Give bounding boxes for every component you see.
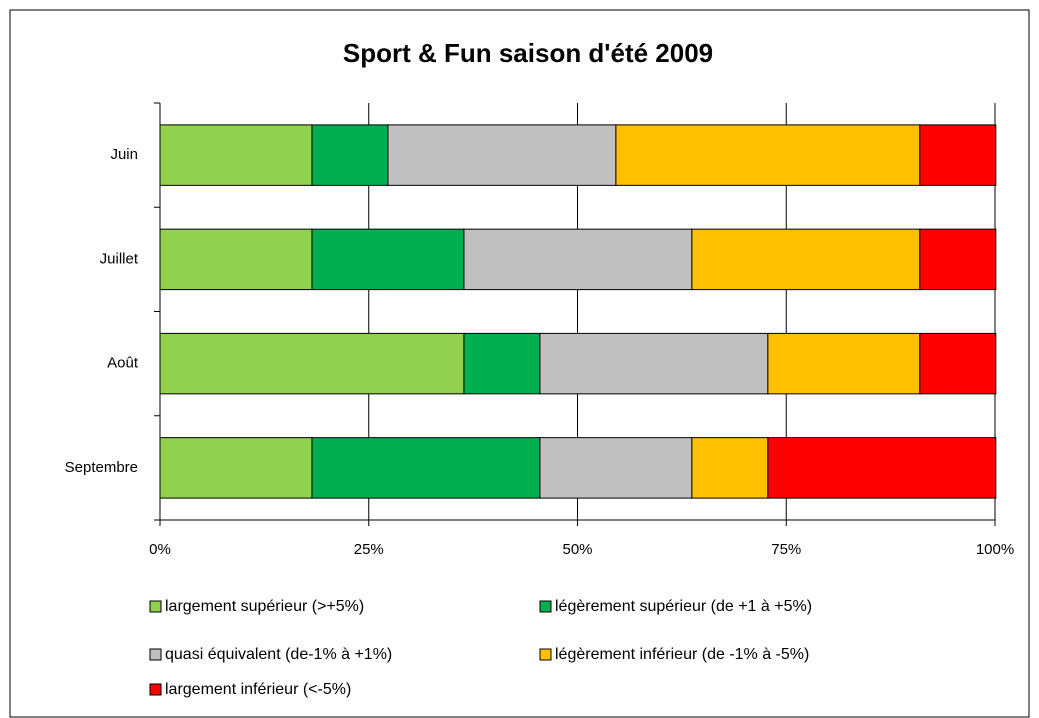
bar-segment xyxy=(919,124,997,186)
bar-segment xyxy=(691,437,769,499)
y-tick-label: Septembre xyxy=(65,459,138,476)
chart-title: Sport & Fun saison d'été 2009 xyxy=(343,38,713,68)
legend-label: légèrement supérieur (de +1 à +5%) xyxy=(555,598,812,615)
bar-segment xyxy=(159,228,313,291)
bar-segment xyxy=(767,332,921,395)
x-tick-label: 75% xyxy=(771,541,801,558)
bar-segment xyxy=(919,332,997,395)
x-tick-label: 50% xyxy=(562,541,592,558)
x-tick-label: 0% xyxy=(149,541,171,558)
legend-swatch xyxy=(539,600,552,613)
legend-swatch xyxy=(149,683,162,696)
x-tick-label: 100% xyxy=(976,541,1014,558)
bar-segment xyxy=(387,124,617,186)
y-tick-label: Août xyxy=(107,355,139,372)
bar-segment xyxy=(159,332,465,395)
legend-label: quasi équivalent (de-1% à +1%) xyxy=(165,646,392,663)
x-tick-label: 25% xyxy=(354,541,384,558)
bar-segment xyxy=(311,228,465,291)
bar-segment xyxy=(539,437,693,499)
bar-segment xyxy=(463,332,541,395)
y-tick-label: Juillet xyxy=(100,250,139,267)
bar-segment xyxy=(159,437,313,499)
bar-segment xyxy=(159,124,313,186)
legend-label: largement supérieur (>+5%) xyxy=(165,598,364,615)
y-tick-label: Juin xyxy=(110,146,138,163)
bar-segment xyxy=(767,437,997,499)
legend-label: légèrement inférieur (de -1% à -5%) xyxy=(555,646,809,663)
legend-swatch xyxy=(149,648,162,661)
bar-segment xyxy=(691,228,921,291)
bar-segment xyxy=(539,332,769,395)
legend-swatch xyxy=(149,600,162,613)
bar-segment xyxy=(463,228,693,291)
legend-swatch xyxy=(539,648,552,661)
bar-segment xyxy=(311,124,389,186)
legend-label: largement inférieur (<-5%) xyxy=(165,681,351,698)
bar-segment xyxy=(615,124,921,186)
bar-segment xyxy=(919,228,997,291)
bar-segment xyxy=(311,437,541,499)
